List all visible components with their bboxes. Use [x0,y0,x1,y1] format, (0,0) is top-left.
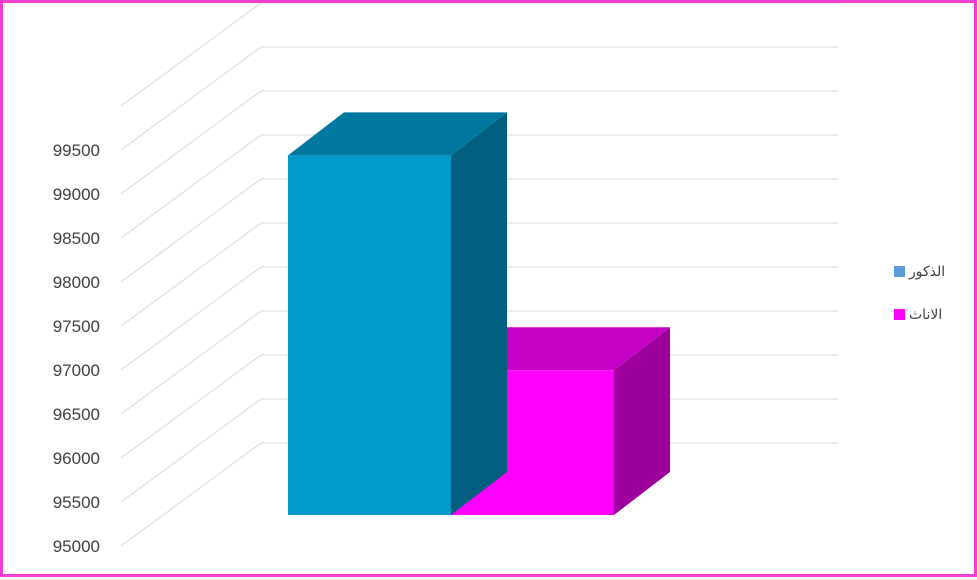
legend-item[interactable]: الاناث [894,307,942,323]
bars [288,112,670,515]
y-tick-label: 98500 [53,229,100,248]
gridline-diagonal [120,398,262,503]
bar-side [451,112,507,515]
y-tick-label: 99000 [53,185,100,204]
bar-1 [288,112,507,515]
legend-label: الذكور [908,264,945,280]
gridline-diagonal [120,134,262,239]
gridline-diagonal [120,178,262,283]
legend-swatch [894,266,905,277]
bar-front [288,155,451,515]
bar-side [614,327,670,515]
y-tick-label: 97000 [53,361,100,380]
gridline-diagonal [120,442,262,547]
gridline-diagonal [120,46,262,151]
gridline-diagonal [120,90,262,195]
bar-chart: 95000 95500 96000 96500 97000 97500 98000 98500… [53,3,945,556]
legend: الذكور الاناث [894,264,945,323]
y-tick-label: 97500 [53,317,100,336]
legend-item[interactable]: الذكور [894,264,945,280]
gridline-diagonal [120,3,262,107]
y-tick-label: 99500 [53,141,100,160]
bar-top [288,112,507,156]
legend-swatch [894,309,905,320]
y-tick-label: 95000 [53,537,100,556]
y-tick-label: 96000 [53,449,100,468]
gridline-diagonal [120,266,262,371]
gridline-diagonal [120,310,262,415]
y-tick-label: 98000 [53,273,100,292]
gridline-diagonal [120,222,262,327]
legend-label: الاناث [909,307,942,323]
y-tick-label: 96500 [53,405,100,424]
y-axis-ticks: 95000 95500 96000 96500 97000 97500 98000 98500… [53,141,100,556]
gridline-diagonal [120,354,262,459]
y-tick-label: 95500 [53,493,100,512]
